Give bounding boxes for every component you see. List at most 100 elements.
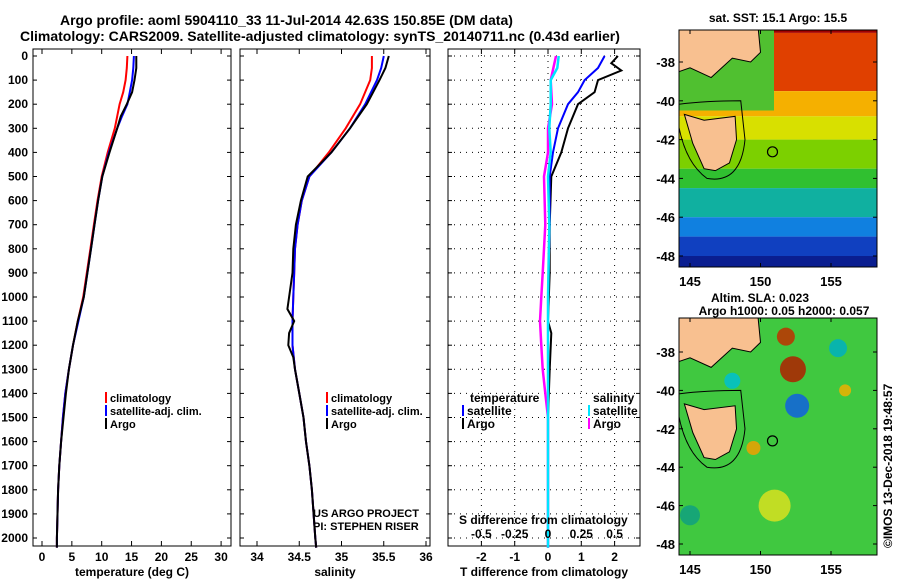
sla-feature xyxy=(839,384,852,397)
mainland-land xyxy=(679,318,762,368)
x-axis-label: temperature (deg C) xyxy=(75,565,189,579)
depth-tick-label: 300 xyxy=(8,121,28,135)
depth-tick-label: 100 xyxy=(8,73,28,87)
s-tick-label: 0.25 xyxy=(570,527,594,541)
s-tick-label: 0 xyxy=(545,527,552,541)
mainland-land xyxy=(679,30,762,79)
x-tick-label: 34.5 xyxy=(288,550,312,564)
x-tick-label: 15 xyxy=(125,550,139,564)
sla-feature xyxy=(776,327,795,346)
depth-tick-label: 1300 xyxy=(1,362,28,376)
x-tick-label: 1 xyxy=(578,550,585,564)
lat-tick-label: -46 xyxy=(656,499,675,514)
temperature-diff-satellite-line xyxy=(547,55,606,548)
legend-label: satellite-adj. clim. xyxy=(110,406,202,418)
legend-label: satellite xyxy=(467,404,512,418)
map-content xyxy=(679,30,877,267)
lat-tick-label: -40 xyxy=(656,383,675,398)
legend-label: Argo xyxy=(331,419,357,431)
depth-tick-label: 0 xyxy=(21,49,28,63)
sla-map xyxy=(678,317,878,556)
salinity-line-argo xyxy=(286,55,390,548)
sst-map xyxy=(678,29,878,268)
s-tick-label: -0.25 xyxy=(501,527,529,541)
sst-band xyxy=(679,30,877,33)
project-credit: US ARGO PROJECT xyxy=(313,508,419,520)
x-tick-label: 5 xyxy=(69,550,76,564)
depth-tick-label: 800 xyxy=(8,242,28,256)
argo-float-location-marker xyxy=(766,435,779,447)
depth-tick-label: 1500 xyxy=(1,411,28,425)
argo-float-location-marker xyxy=(766,146,779,158)
x-tick-label: 36 xyxy=(419,550,433,564)
depth-tick-label: 1000 xyxy=(1,290,28,304)
legend-title-temperature: temperature xyxy=(470,391,540,405)
sla-feature xyxy=(680,505,700,526)
plot-frame xyxy=(32,48,232,547)
map-content xyxy=(679,318,877,555)
map-frame xyxy=(678,29,878,268)
imos-credit: ©IMOS 13-Dec-2018 19:48:57 xyxy=(881,383,895,548)
sst-band xyxy=(679,188,877,218)
s-tick-label: 0.5 xyxy=(606,527,623,541)
depth-tick-label: 1400 xyxy=(1,386,28,400)
lon-tick-label: 145 xyxy=(679,562,701,577)
x-tick-label: 30 xyxy=(214,550,228,564)
x-axis-label: T difference from climatology xyxy=(460,565,628,579)
x-axis-label: salinity xyxy=(314,565,356,579)
lon-tick-label: 145 xyxy=(679,274,701,289)
depth-tick-label: 400 xyxy=(8,145,28,159)
temperature-line-argo xyxy=(55,56,138,548)
depth-tick-label: 1900 xyxy=(1,507,28,521)
legend-title-salinity: salinity xyxy=(593,391,635,405)
salinity-diff-satellite-line xyxy=(546,55,560,548)
x-tick-label: 10 xyxy=(95,550,109,564)
lat-tick-label: -42 xyxy=(656,133,675,148)
pi-credit: PI: STEPHEN RISER xyxy=(313,521,419,533)
x-tick-label: 34 xyxy=(250,550,264,564)
lon-tick-label: 155 xyxy=(820,274,842,289)
sst-band xyxy=(679,236,877,256)
x-tick-label: 25 xyxy=(185,550,199,564)
x-tick-label: 20 xyxy=(155,550,169,564)
x-tick-label: -1 xyxy=(509,550,520,564)
sla-feature xyxy=(746,441,761,455)
lat-tick-label: -48 xyxy=(656,537,675,552)
x-tick-label: 35 xyxy=(335,550,349,564)
shelf-contour xyxy=(679,100,746,180)
shelf-contour xyxy=(679,389,746,469)
x-tick-label: 0 xyxy=(545,550,552,564)
lat-tick-label: -40 xyxy=(656,94,675,109)
temperature-line-satellite xyxy=(55,55,135,548)
lon-tick-label: 150 xyxy=(750,562,772,577)
lon-tick-label: 155 xyxy=(820,562,842,577)
argo-height-title: Argo h1000: 0.05 h2000: 0.057 xyxy=(699,304,870,318)
depth-tick-label: 500 xyxy=(8,170,28,184)
depth-tick-label: 200 xyxy=(8,97,28,111)
lat-tick-label: -46 xyxy=(656,210,675,225)
depth-tick-label: 1100 xyxy=(2,314,28,328)
lon-tick-label: 150 xyxy=(750,274,772,289)
tasmania-land xyxy=(683,403,738,461)
depth-tick-label: 900 xyxy=(8,266,28,280)
sla-feature xyxy=(758,489,791,522)
lat-tick-label: -38 xyxy=(656,55,675,70)
salinity-line-satellite xyxy=(291,55,385,548)
s-tick-label: -0.5 xyxy=(471,527,492,541)
sla-feature xyxy=(779,356,806,383)
depth-tick-label: 700 xyxy=(8,218,28,232)
legend-label: climatology xyxy=(331,393,393,405)
plot-frame xyxy=(239,48,431,547)
lat-tick-label: -48 xyxy=(656,249,675,264)
sst-band xyxy=(679,168,877,189)
legend-label: satellite-adj. clim. xyxy=(331,406,423,418)
sst-map-title: sat. SST: 15.1 Argo: 15.5 xyxy=(709,11,848,25)
x-tick-label: 35.5 xyxy=(372,550,396,564)
sla-feature xyxy=(724,372,741,389)
sst-band xyxy=(679,217,877,237)
s-axis-label: S difference from climatology xyxy=(459,513,628,527)
depth-tick-label: 1800 xyxy=(1,483,28,497)
legend-label: climatology xyxy=(110,393,172,405)
